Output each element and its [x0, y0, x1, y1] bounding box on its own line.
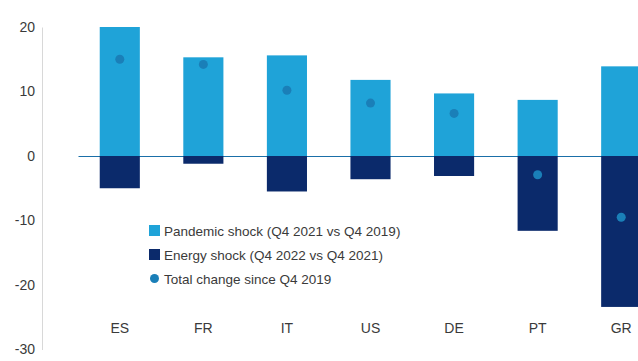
legend-label: Energy shock (Q4 2022 vs Q4 2021) [164, 248, 383, 263]
y-tick-label: -30 [15, 341, 35, 357]
y-tick: 10 [19, 83, 42, 99]
y-tick: 0 [27, 148, 42, 164]
x-tick-label: US [361, 320, 380, 336]
plot-area [100, 27, 638, 307]
bar [601, 156, 638, 307]
legend-item: Total change since Q4 2019 [150, 272, 331, 287]
bar [518, 100, 558, 156]
legend-label: Pandemic shock (Q4 2021 vs Q4 2019) [164, 224, 400, 239]
y-tick: -20 [15, 277, 42, 293]
total-dot [282, 86, 291, 95]
total-dot [617, 213, 626, 222]
bar [601, 66, 638, 156]
x-tick-label: GR [611, 320, 632, 336]
legend-item: Pandemic shock (Q4 2021 vs Q4 2019) [149, 224, 400, 239]
total-dot [366, 99, 375, 108]
y-tick-label: 10 [19, 83, 35, 99]
legend-symbol [149, 225, 160, 236]
y-axis: -30 -20 -10 0 10 20 [15, 19, 43, 358]
bar [518, 156, 558, 231]
x-tick: DE [444, 156, 463, 336]
bar [267, 156, 307, 191]
bar [350, 80, 390, 156]
y-tick-label: -10 [15, 212, 35, 228]
x-axis: ES FR IT US DE PT GR [79, 156, 638, 336]
legend-item: Energy shock (Q4 2022 vs Q4 2021) [149, 248, 383, 263]
bar [100, 156, 140, 188]
y-axis-line [42, 28, 43, 351]
chart: -30 -20 -10 0 10 20 ES FR IT US DE PT GR Pandemic sho… [0, 0, 638, 361]
x-tick-label: IT [281, 320, 294, 336]
bar [434, 156, 474, 176]
y-tick: 20 [19, 19, 42, 35]
bar [183, 57, 223, 156]
bar [267, 55, 307, 156]
x-tick-label: FR [194, 320, 213, 336]
y-tick-label: -20 [15, 277, 35, 293]
legend-label: Total change since Q4 2019 [164, 272, 331, 287]
legend: Pandemic shock (Q4 2021 vs Q4 2019) Energ… [149, 224, 400, 287]
total-dot [450, 109, 459, 118]
y-tick: -30 [15, 341, 42, 357]
x-tick-label: ES [110, 320, 129, 336]
total-dot [115, 55, 124, 64]
y-tick-label: 0 [27, 148, 35, 164]
y-tick-label: 20 [19, 19, 35, 35]
x-tick-label: PT [529, 320, 547, 336]
x-tick-label: DE [444, 320, 463, 336]
x-tick: US [361, 156, 380, 336]
bar [350, 156, 390, 179]
x-tick: FR [194, 156, 213, 336]
bar [434, 93, 474, 156]
total-dot [533, 170, 542, 179]
legend-symbol [150, 274, 159, 283]
bar [183, 156, 223, 164]
y-tick: -10 [15, 212, 42, 228]
bar [100, 27, 140, 156]
total-dot [199, 60, 208, 69]
legend-symbol [149, 249, 160, 260]
